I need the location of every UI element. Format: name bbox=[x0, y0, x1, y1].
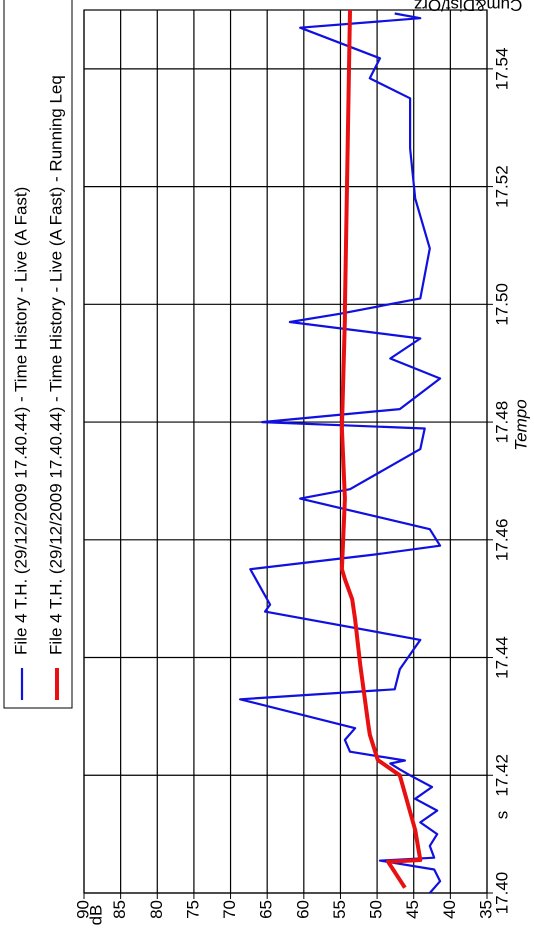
legend-label: File 4 T.H. (29/12/2009 17.40.44) - Time… bbox=[46, 75, 65, 655]
legend: File 4 T.H. (29/12/2009 17.40.44) - Time… bbox=[11, 75, 65, 700]
legend-box bbox=[3, 0, 73, 709]
x-tick-label: 17.40 bbox=[492, 872, 511, 915]
y-tick-label: 60 bbox=[293, 900, 312, 919]
x-tick-label: 17.50 bbox=[492, 283, 511, 326]
x-tick-label: 17.54 bbox=[492, 48, 511, 91]
x-tick-label: 17.48 bbox=[492, 401, 511, 444]
y-tick-label: 45 bbox=[403, 900, 422, 919]
x-axis-title: Tempo bbox=[511, 399, 530, 450]
labels: 35 40 45 50 55 60 65 70 75 80 85 90 17.40 17.42 17.44 1… bbox=[73, 48, 511, 919]
plot-lines bbox=[239, 9, 442, 894]
y-tick-label: 35 bbox=[476, 900, 495, 919]
y-tick-label: 80 bbox=[147, 900, 166, 919]
x-tick-label: 17.44 bbox=[492, 636, 511, 679]
y-axis-unit: dB bbox=[86, 905, 105, 926]
corner-annotation: Cum&Dist/Orz bbox=[414, 0, 523, 15]
y-tick-label: 65 bbox=[257, 900, 276, 919]
series-line bbox=[339, 9, 423, 889]
y-tick-label: 55 bbox=[330, 900, 349, 919]
x-tick-label: 17.46 bbox=[492, 519, 511, 562]
y-tick-label: 90 bbox=[73, 900, 92, 919]
grid bbox=[83, 10, 493, 899]
y-tick-label: 85 bbox=[110, 900, 129, 919]
x-axis-unit: s bbox=[492, 811, 511, 820]
legend-label: File 4 T.H. (29/12/2009 17.40.44) - Time… bbox=[11, 187, 30, 655]
y-tick-label: 40 bbox=[440, 900, 459, 919]
y-tick-label: 70 bbox=[220, 900, 239, 919]
x-tick-label: 17.42 bbox=[492, 754, 511, 797]
x-tick-label: 17.52 bbox=[492, 165, 511, 208]
plot-frame bbox=[83, 9, 488, 894]
y-tick-label: 50 bbox=[367, 900, 386, 919]
series-line bbox=[239, 12, 442, 894]
y-tick-label: 75 bbox=[183, 900, 202, 919]
